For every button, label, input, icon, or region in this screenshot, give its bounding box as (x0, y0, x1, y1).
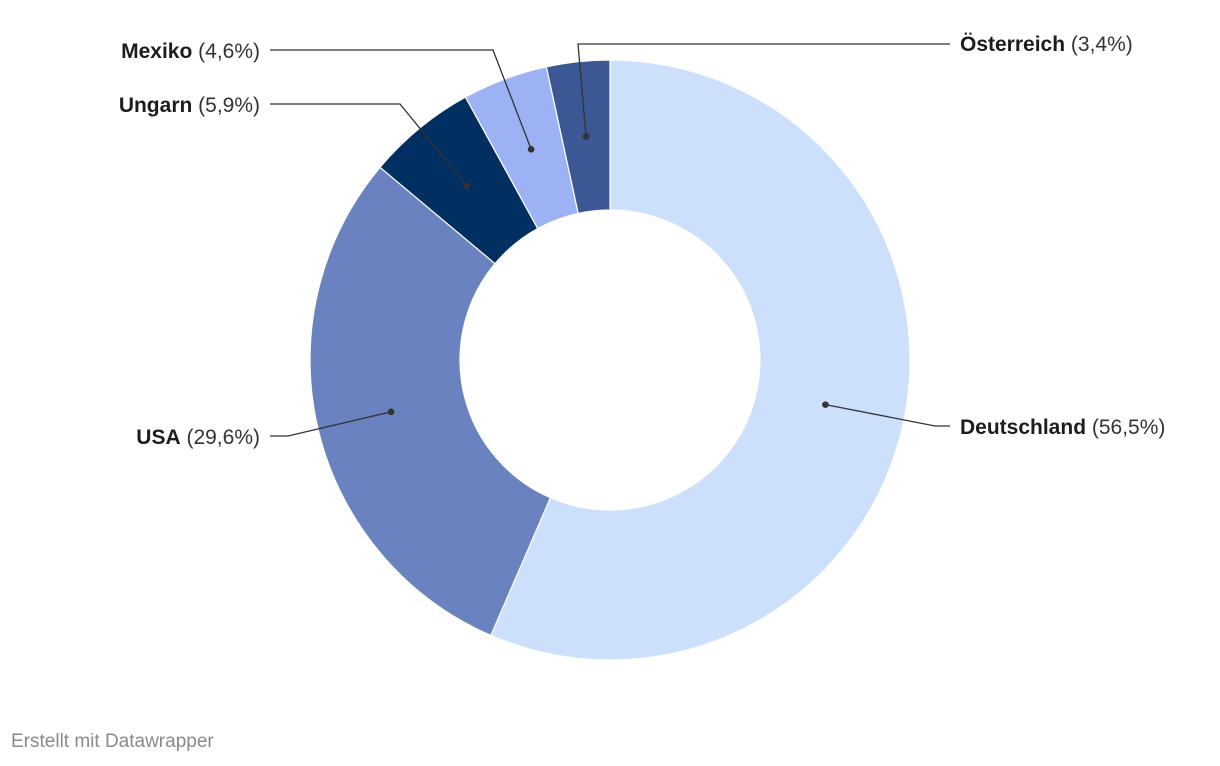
slice-deutschland (490, 59, 911, 661)
label-name-oesterreich: Österreich (960, 33, 1065, 56)
label-value-mexiko: (4,6%) (192, 40, 260, 63)
labels: Deutschland (56,5%) USA (29,6%) Ungarn (5,… (119, 33, 1166, 449)
label-value-deutschland: (56,5%) (1086, 416, 1165, 439)
leader-line-ungarn (270, 103, 468, 187)
leader-line-deutschland (825, 403, 950, 427)
label-mexiko: Mexiko (4,6%) (121, 40, 260, 63)
label-name-usa: USA (136, 426, 180, 449)
label-name-deutschland: Deutschland (960, 416, 1086, 439)
leader-line-usa (270, 411, 392, 437)
leader-dot-mexiko (527, 145, 535, 153)
leader-line-mexiko (270, 49, 532, 150)
label-value-oesterreich: (3,4%) (1065, 33, 1133, 56)
leader-dot-usa (387, 408, 395, 416)
label-value-usa: (29,6%) (181, 426, 260, 449)
label-oesterreich: Österreich (3,4%) (960, 33, 1133, 56)
label-value-ungarn: (5,9%) (192, 94, 260, 117)
leader-dot-ungarn (463, 182, 471, 190)
label-usa: USA (29,6%) (136, 426, 260, 449)
footer-credit: Erstellt mit Datawrapper (11, 731, 214, 752)
leader-dot-oesterreich (582, 132, 590, 140)
leader-dot-deutschland (822, 401, 829, 408)
label-name-ungarn: Ungarn (119, 94, 193, 117)
slice-oesterreich (545, 59, 611, 215)
label-deutschland: Deutschland (56,5%) (960, 416, 1165, 439)
leader-line-oesterreich (577, 43, 950, 137)
slices (309, 59, 911, 661)
label-ungarn: Ungarn (5,9%) (119, 94, 260, 117)
slice-usa (309, 166, 552, 637)
label-name-mexiko: Mexiko (121, 40, 192, 63)
